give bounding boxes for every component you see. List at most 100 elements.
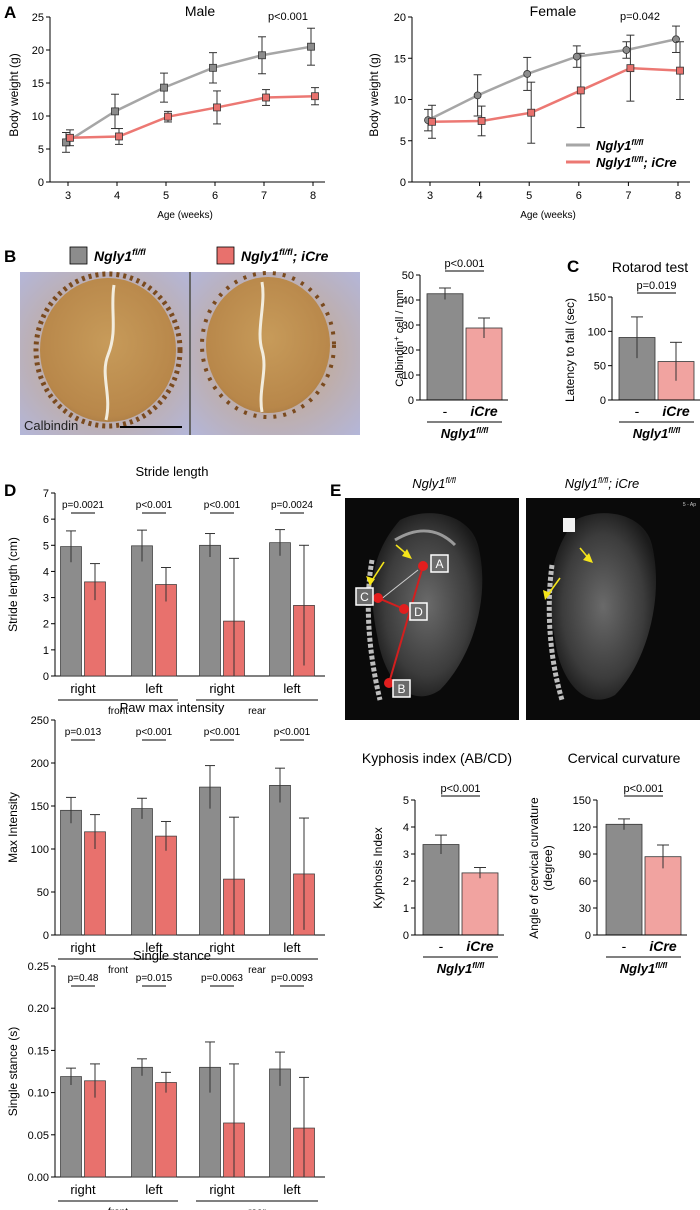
male-y-tick-label: 25	[32, 12, 44, 24]
gait-1-side-label: right	[70, 940, 96, 955]
gait-0-position-rear: rear	[248, 706, 266, 717]
legend-b-gray-swatch	[69, 246, 88, 265]
panel-letter-c: C	[567, 257, 579, 276]
cervical-bar-control	[605, 823, 643, 936]
gait-1-side-label: left	[145, 940, 163, 955]
rotarod-group-label: Ngly1fl/fl	[633, 426, 681, 441]
male-gray-series-line	[65, 45, 312, 144]
gait-0-side-label: right	[70, 681, 96, 696]
gait-1-bar	[60, 809, 82, 936]
calbindin-y-tick-label: 30	[402, 320, 414, 332]
gait-0-side-label: right	[209, 681, 235, 696]
xray-icre-image: 5 - Ap	[526, 498, 700, 720]
gait-2-pvalue: p=0.48	[68, 973, 99, 984]
female-y-tick-label: 0	[400, 177, 406, 189]
gait-2-position-front: front	[108, 1207, 128, 1210]
kyphosis-y-tick-label: 0	[403, 930, 409, 942]
kyphosis-pvalue: p<0.001	[440, 783, 480, 795]
calbindin-y-tick-label: 40	[402, 295, 414, 307]
cervical-title: Cervical curvature	[568, 750, 681, 766]
gait-1-y-tick-label: 150	[31, 801, 49, 813]
male-red-point	[213, 103, 221, 112]
kyphosis-y-tick-label: 3	[403, 849, 409, 861]
gait-1-pvalue: p<0.001	[136, 727, 173, 738]
male-red-point	[115, 132, 123, 141]
gait-2-position-rear: rear	[248, 1207, 266, 1210]
cervical-group-label: Ngly1fl/fl	[620, 961, 668, 976]
gait-2-pvalue: p=0.0063	[201, 973, 243, 984]
male-y-tick-label: 20	[32, 45, 44, 57]
panel-letter-b: B	[4, 247, 16, 266]
calbindin-category-label: iCre	[470, 403, 497, 419]
gait-0-pvalue: p<0.001	[204, 500, 241, 511]
female-gray-point	[672, 35, 680, 44]
calbindin-category-label: -	[443, 403, 448, 419]
gait-0-y-tick-label: 5	[43, 540, 49, 552]
male-red-point	[262, 93, 270, 102]
male-pvalue: p<0.001	[268, 11, 308, 23]
panel-a-legend: Ngly1fl/fl Ngly1fl/fl; iCre	[566, 138, 677, 170]
female-red-point	[576, 86, 585, 95]
female-red-point	[676, 66, 684, 75]
calbindin-y-tick-label: 0	[408, 395, 414, 407]
gait-0-bar	[269, 542, 291, 677]
gait-1-pvalue: p<0.001	[204, 727, 241, 738]
kyphosis-bar-icre	[461, 872, 499, 936]
gait-1-pvalue: p=0.013	[65, 727, 102, 738]
female-x-tick-label: 6	[576, 190, 582, 202]
kyphosis-y-tick-label: 5	[403, 795, 409, 807]
gait-0-bar	[199, 544, 221, 677]
gait-2-y-tick-label: 0.20	[28, 1003, 49, 1015]
panel-b-legend: Ngly1fl/fl Ngly1fl/fl; iCre	[69, 246, 329, 265]
gait-1-y-tick-label: 0	[43, 930, 49, 942]
point-b-label: B	[397, 682, 405, 696]
xray-corner-text: 5 - Ap	[683, 502, 696, 508]
kyphosis-bar-control	[422, 844, 460, 936]
rotarod-pvalue: p=0.019	[636, 280, 676, 292]
histology-control-image: Calbindin	[20, 271, 189, 435]
gait-2-pvalue: p=0.015	[136, 973, 173, 984]
kyphosis-y-tick-label: 1	[403, 903, 409, 915]
male-gray-point	[307, 42, 315, 51]
gait-1-y-tick-label: 100	[31, 844, 49, 856]
female-line-chart: Female p=0.042 Body weight (g) Age (week…	[367, 3, 660, 221]
cervical-pvalue: p<0.001	[623, 783, 663, 795]
gait-0-y-tick-label: 1	[43, 645, 49, 657]
male-gray-point	[209, 63, 217, 72]
female-y-tick-label: 5	[400, 136, 406, 148]
gait-0-side-label: left	[145, 681, 163, 696]
gait-2-title: Single stance	[133, 948, 211, 963]
kyphosis-category-label: -	[439, 938, 444, 954]
gait-0-y-tick-label: 0	[43, 671, 49, 683]
calbindin-group-label: Ngly1fl/fl	[441, 426, 489, 441]
gait-1-title: Paw max intensity	[120, 700, 225, 715]
legend-a-item-1: Ngly1fl/fl	[596, 138, 644, 153]
female-y-tick-label: 10	[394, 95, 406, 107]
gait-2-bar	[131, 1066, 153, 1178]
xray-title-icre: Ngly1fl/fl; iCre	[565, 476, 640, 491]
male-red-point	[164, 112, 172, 121]
female-y-tick-label: 15	[394, 53, 406, 65]
male-x-tick-label: 5	[163, 190, 169, 202]
gait-0-side-label: left	[283, 681, 301, 696]
kyphosis-group-label: Ngly1fl/fl	[437, 961, 485, 976]
gait-0-pvalue: p=0.0021	[62, 500, 104, 511]
male-line-chart: Male p<0.001 Body weight (g) Age (weeks)	[7, 3, 308, 221]
female-x-tick-label: 7	[625, 190, 631, 202]
gait-2-side-label: left	[283, 1182, 301, 1197]
female-x-tick-label: 8	[675, 190, 681, 202]
stain-label: Calbindin	[24, 418, 78, 433]
female-gray-series-line	[427, 38, 677, 122]
gait-0-pvalue: p=0.0024	[271, 500, 313, 511]
rotarod-category-label: -	[635, 403, 640, 419]
gait-0-bar	[60, 546, 82, 677]
panel-letter-d: D	[4, 481, 16, 500]
female-title: Female	[530, 3, 577, 19]
male-x-tick-label: 4	[114, 190, 120, 202]
gait-0-ylabel: Stride length (cm)	[6, 537, 20, 632]
gait-2-side-label: right	[70, 1182, 96, 1197]
cervical-category-label: -	[622, 938, 627, 954]
gait-0-pvalue: p<0.001	[136, 500, 173, 511]
gait-1-bar	[199, 786, 221, 936]
